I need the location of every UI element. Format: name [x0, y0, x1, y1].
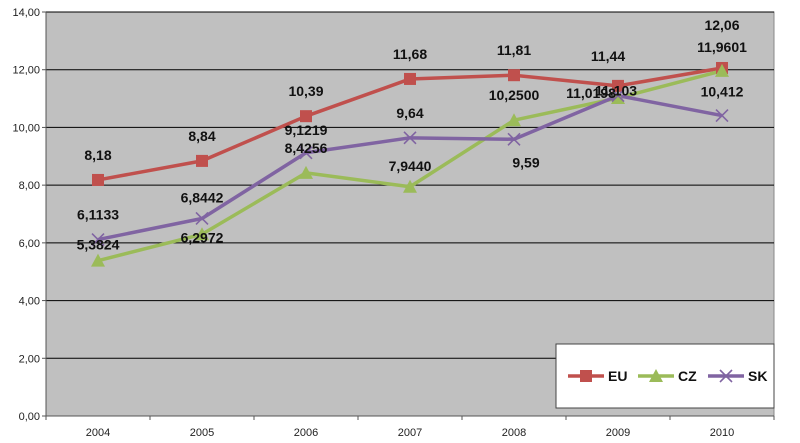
data-label-eu: 12,06	[704, 17, 739, 33]
x-marker-stroke	[403, 131, 417, 145]
marker-cz	[91, 253, 105, 267]
legend-label-eu: EU	[608, 368, 627, 384]
data-label-eu: 10,39	[288, 83, 323, 99]
x-marker-stroke	[715, 108, 729, 123]
legend-label-sk: SK	[748, 368, 767, 384]
marker-cz	[299, 165, 313, 179]
marker-cz	[715, 63, 729, 77]
data-label-cz: 7,9440	[389, 158, 432, 174]
x-tick-label: 2004	[86, 427, 110, 439]
y-tick-label: 8,00	[19, 180, 40, 192]
marker-eu	[404, 72, 416, 85]
data-label-sk: 6,8442	[181, 189, 224, 205]
data-label-cz: 6,2972	[181, 229, 224, 245]
marker-eu	[508, 69, 520, 82]
data-label-sk: 9,59	[512, 154, 539, 170]
marker-eu	[92, 173, 104, 186]
marker-cz	[507, 113, 521, 127]
marker-sk	[91, 233, 105, 247]
y-tick-label: 10,00	[12, 122, 40, 134]
x-marker-stroke	[719, 369, 733, 383]
y-tick-label: 6,00	[19, 238, 40, 250]
x-marker-stroke	[611, 89, 625, 103]
marker-sk	[299, 146, 313, 160]
data-label-eu: 11,44	[591, 48, 625, 64]
legend-marker-sk	[719, 369, 733, 383]
data-label-sk: 11,103	[595, 83, 637, 99]
data-label-sk: 9,64	[396, 105, 423, 121]
data-label-cz: 8,4256	[285, 140, 328, 156]
data-labels: 8,18 8,84 10,39 11,68 11,81 11,44 12,06 5,3824 6…	[77, 17, 748, 253]
marker-eu	[300, 110, 312, 123]
marker-cz	[611, 91, 625, 105]
x-tick-label: 2005	[190, 427, 214, 439]
x-marker-stroke	[507, 132, 521, 146]
y-axis: 0,00 2,00 4,00 6,00 8,00 10,00 12,00 14,00	[12, 7, 47, 423]
data-label-eu: 11,68	[393, 46, 427, 62]
data-label-sk: 6,1133	[77, 207, 119, 223]
y-tick-label: 4,00	[19, 296, 40, 308]
marker-sk	[195, 211, 209, 226]
legend-label-cz: CZ	[678, 368, 697, 384]
legend-marker-eu	[580, 370, 592, 382]
marker-cz	[403, 179, 417, 193]
y-tick-label: 0,00	[19, 411, 40, 423]
x-marker-stroke	[91, 233, 105, 247]
data-label-eu: 11,81	[497, 42, 531, 58]
marker-eu	[612, 79, 624, 92]
data-label-sk: 10,412	[701, 84, 744, 100]
data-label-cz: 10,2500	[489, 87, 540, 103]
data-label-cz: 11,0198	[566, 85, 616, 101]
data-label-eu: 8,84	[188, 128, 215, 144]
data-label-sk: 9,1219	[285, 122, 328, 138]
x-tick-label: 2006	[294, 427, 318, 439]
x-tick-label: 2008	[502, 427, 526, 439]
marker-cz	[195, 227, 209, 241]
x-axis: 2004 2005 2006 2007 2008 2009 2010	[45, 415, 775, 439]
marker-sk	[507, 132, 521, 146]
marker-sk	[715, 108, 729, 123]
y-tick-label: 14,00	[12, 7, 40, 19]
marker-sk	[611, 89, 625, 103]
data-label-cz: 11,9601	[697, 39, 747, 55]
legend-marker-cz	[649, 369, 663, 382]
legend: EU CZ SK	[555, 343, 775, 409]
x-tick-label: 2007	[398, 427, 422, 439]
x-tick-label: 2010	[710, 427, 734, 439]
y-tick-label: 2,00	[19, 353, 40, 365]
marker-eu	[196, 154, 208, 167]
x-marker-stroke	[195, 211, 209, 226]
data-label-cz: 5,3824	[77, 237, 120, 253]
series-markers	[91, 61, 729, 267]
data-label-eu: 8,18	[84, 147, 111, 163]
marker-sk	[403, 131, 417, 145]
y-tick-label: 12,00	[12, 65, 40, 77]
x-tick-label: 2009	[606, 427, 630, 439]
x-marker-stroke	[299, 146, 313, 160]
